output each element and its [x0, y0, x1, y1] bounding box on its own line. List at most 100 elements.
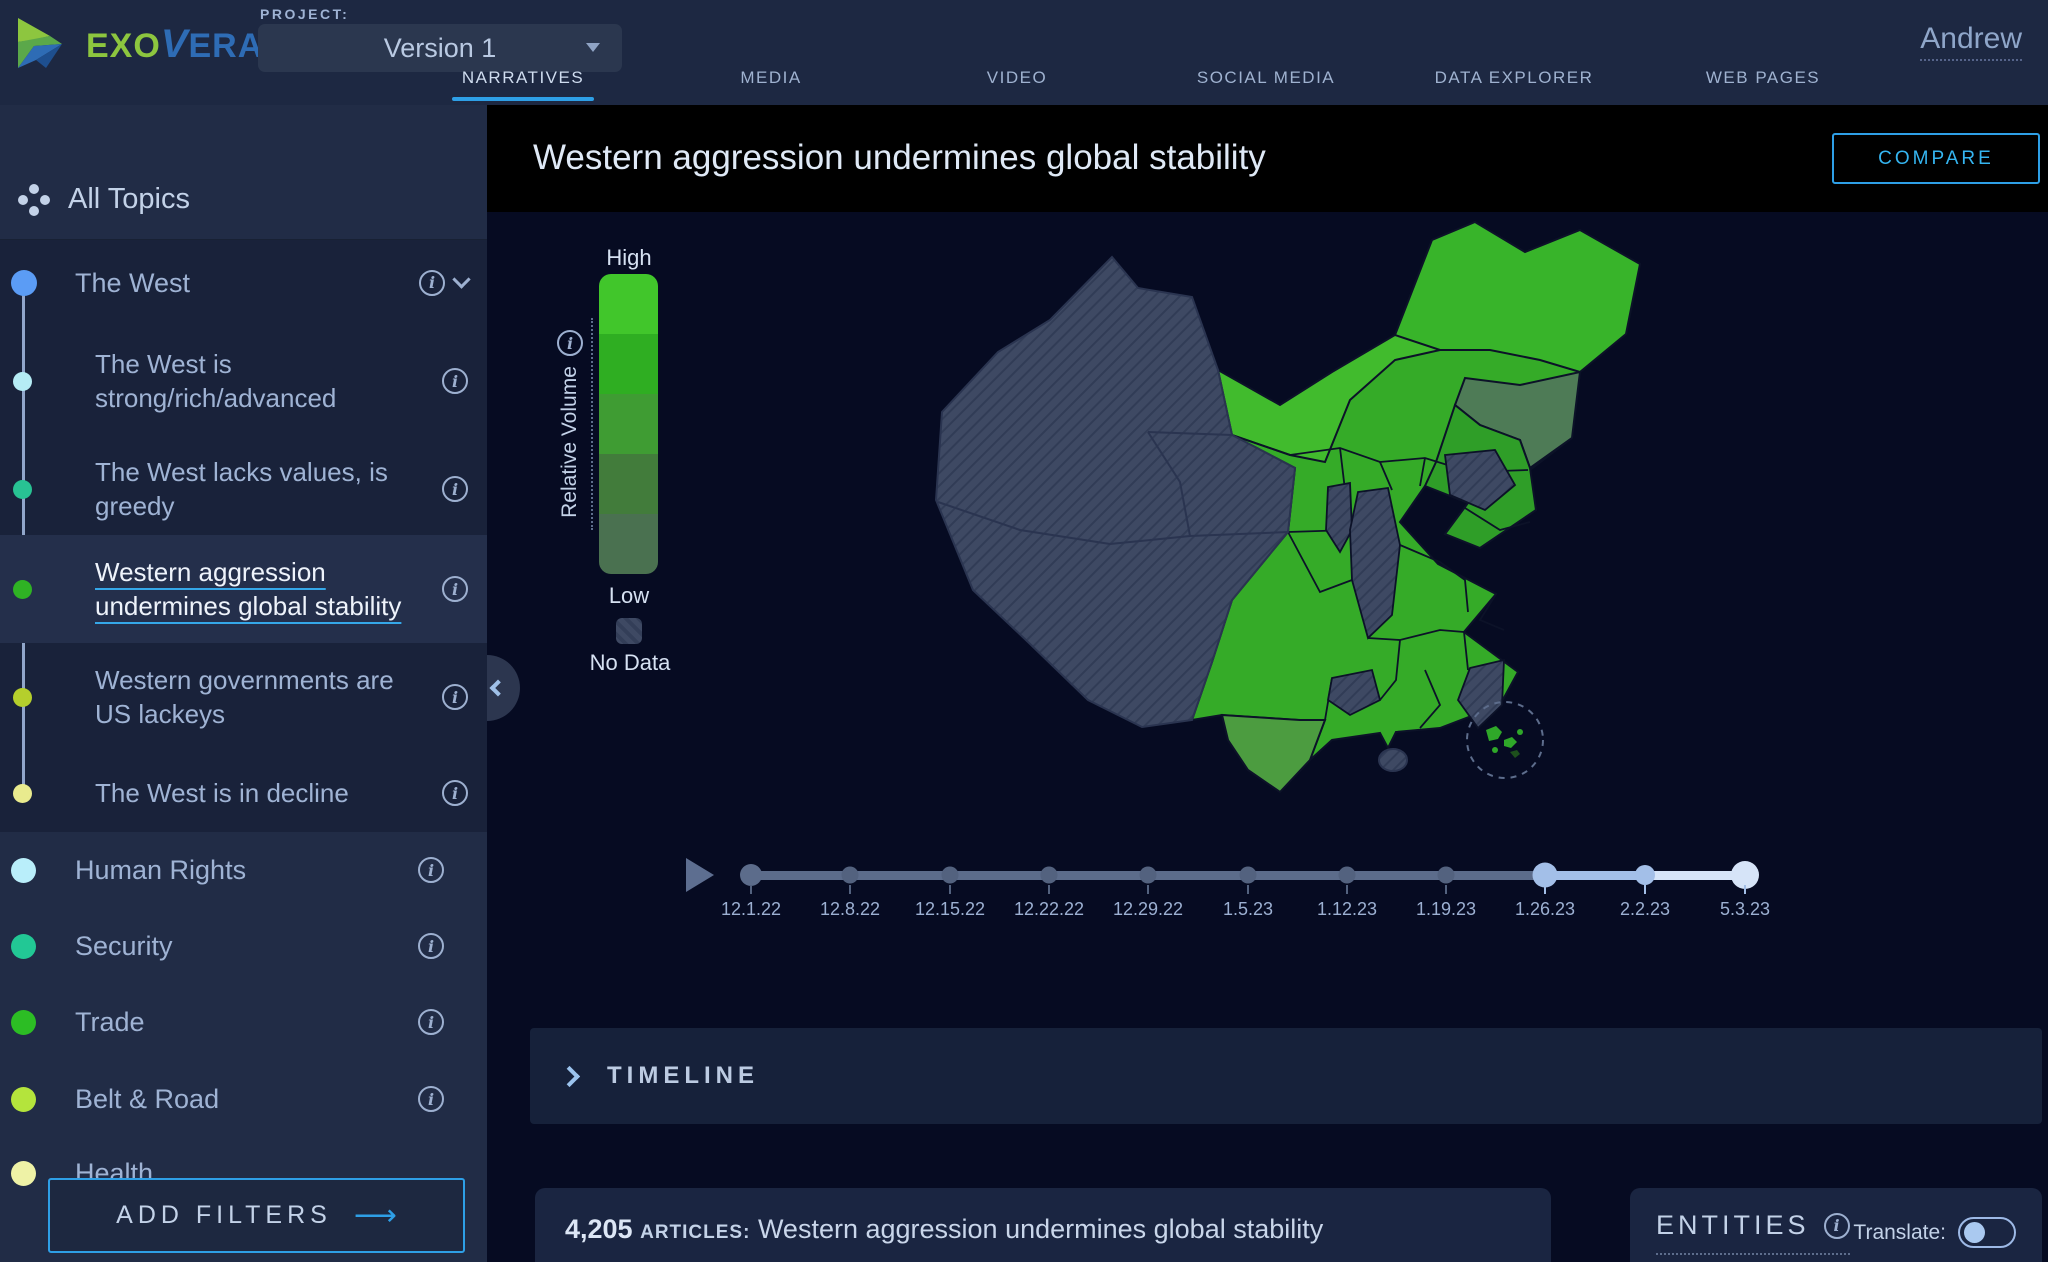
- topic-group-the-west: The West i The West is strong/rich/advan…: [0, 240, 487, 832]
- translate-control: Translate:: [1853, 1217, 2016, 1248]
- west-internal-borders: [937, 431, 1289, 546]
- translate-toggle[interactable]: [1958, 1217, 2016, 1248]
- narrative-title-bar: Western aggression undermines global sta…: [487, 105, 2048, 212]
- active-tab-underline: [452, 97, 594, 101]
- sidebar-item-trade[interactable]: Trade i: [0, 984, 487, 1060]
- all-topics-icon: [18, 183, 50, 216]
- topic-dot: [11, 269, 37, 296]
- topic-dot: [13, 579, 32, 599]
- info-icon[interactable]: i: [442, 684, 468, 710]
- project-dropdown[interactable]: Version 1: [258, 24, 622, 72]
- tab-media[interactable]: MEDIA: [740, 68, 802, 87]
- articles-count: 4,205: [565, 1214, 633, 1244]
- legend-scale-segment: [599, 514, 658, 574]
- sidebar-item-security[interactable]: Security i: [0, 908, 487, 984]
- topic-dot: [13, 479, 32, 499]
- entities-panel: ENTITIES i Translate:: [1630, 1188, 2042, 1262]
- info-icon[interactable]: i: [557, 330, 583, 357]
- legend-scale-segment: [599, 334, 658, 394]
- map-inset-circle: [1466, 701, 1544, 779]
- topic-label: The West is strong/rich/advanced: [95, 349, 337, 413]
- compare-button[interactable]: COMPARE: [1832, 133, 2040, 184]
- topic-dot: [13, 371, 32, 391]
- topic-dot: [11, 1086, 36, 1112]
- topic-dot: [11, 1009, 36, 1035]
- project-dropdown-value: Version 1: [383, 32, 497, 63]
- sidebar-item-western-aggression-selected[interactable]: Western aggression undermines global sta…: [0, 535, 487, 643]
- timeline-track-end[interactable]: [1645, 871, 1745, 880]
- project-label: PROJECT:: [260, 6, 350, 22]
- articles-headline: 4,205 ARTICLES: Western aggression under…: [565, 1214, 1521, 1245]
- articles-date-range: Dec 1, 2022 to Feb 6, 2023: [565, 1259, 1521, 1262]
- legend-no-data-label: No Data: [589, 650, 671, 675]
- timeline-section-label: TIMELINE: [607, 1062, 759, 1089]
- map-region-west-no-data: [934, 255, 1297, 729]
- tab-data-explorer[interactable]: DATA EXPLORER: [1434, 68, 1594, 87]
- main-content: Western aggression undermines global sta…: [487, 105, 2048, 1262]
- topic-label: Belt & Road: [75, 1084, 220, 1114]
- sidebar-item-the-west[interactable]: The West i: [0, 240, 487, 325]
- topic-label: Trade: [75, 1007, 145, 1037]
- legend-no-data-swatch: [616, 618, 642, 644]
- sidebar-item-west-in-decline[interactable]: The West is in decline i: [0, 758, 487, 828]
- info-icon[interactable]: i: [442, 780, 468, 806]
- info-icon[interactable]: i: [418, 857, 444, 883]
- sidebar-item-us-lackeys[interactable]: Western governments are US lackeys i: [0, 648, 487, 746]
- chevron-right-icon: [558, 1065, 581, 1087]
- topic-label: The West lacks values, is greedy: [95, 457, 388, 521]
- add-filters-label: ADD FILTERS: [116, 1201, 332, 1229]
- info-icon[interactable]: i: [418, 1009, 444, 1035]
- sidebar-item-all-topics[interactable]: All Topics: [0, 160, 487, 240]
- tab-video[interactable]: VIDEO: [986, 68, 1048, 87]
- chevron-down-icon[interactable]: [452, 270, 471, 289]
- china-choropleth-map[interactable]: [880, 200, 1690, 815]
- sidebar-item-west-strong[interactable]: The West is strong/rich/advanced i: [0, 332, 487, 430]
- play-button[interactable]: [686, 858, 714, 892]
- legend-scale-segment: [599, 274, 658, 334]
- topic-dot: [11, 1160, 36, 1186]
- map-region-hainan: [1378, 748, 1408, 772]
- articles-title: Western aggression undermines global sta…: [757, 1214, 1324, 1244]
- sidebar-item-west-lacks-values[interactable]: The West lacks values, is greedy i: [0, 440, 487, 538]
- map-region-heilongjiang: [1393, 220, 1642, 374]
- page-title: Western aggression undermines global sta…: [533, 138, 1266, 177]
- dropdown-caret-icon: [586, 43, 600, 52]
- timeline-section-header[interactable]: TIMELINE: [530, 1028, 2042, 1124]
- tab-web-pages[interactable]: WEB PAGES: [1705, 68, 1821, 87]
- info-icon[interactable]: i: [418, 1086, 444, 1112]
- topic-label: Western aggression undermines global sta…: [95, 557, 402, 621]
- user-menu[interactable]: Andrew: [1920, 22, 2022, 61]
- info-icon[interactable]: i: [419, 269, 445, 296]
- topic-label: The West is in decline: [95, 778, 349, 808]
- topic-dot: [11, 933, 36, 959]
- articles-summary-panel: 4,205 ARTICLES: Western aggression under…: [535, 1188, 1551, 1262]
- info-icon[interactable]: i: [442, 576, 468, 602]
- topic-label: Western governments are US lackeys: [95, 665, 394, 729]
- info-icon[interactable]: i: [442, 368, 468, 394]
- logo-mark-icon: [18, 18, 62, 68]
- topic-dot: [13, 783, 32, 803]
- map-inset-islands: [1486, 726, 1523, 758]
- topic-label: The West: [75, 267, 191, 298]
- top-header: EXOVERA PROJECT: Version 1 NARRATIVES ME…: [0, 0, 2048, 105]
- entities-title: ENTITIES i: [1656, 1210, 1850, 1255]
- logo-text: EXOVERA: [86, 21, 264, 66]
- topics-sidebar: All Topics The West i The West is strong…: [0, 105, 487, 1262]
- exovera-logo[interactable]: EXOVERA: [16, 16, 263, 72]
- info-icon[interactable]: i: [418, 933, 444, 959]
- tab-narratives[interactable]: NARRATIVES: [461, 68, 585, 87]
- tab-social-media[interactable]: SOCIAL MEDIA: [1196, 68, 1336, 87]
- all-topics-label: All Topics: [68, 183, 190, 215]
- info-icon[interactable]: i: [442, 476, 468, 502]
- legend-scale-segment: [599, 394, 658, 454]
- topic-dot: [11, 857, 36, 883]
- articles-label: ARTICLES:: [640, 1222, 751, 1243]
- topic-label: Human Rights: [75, 855, 247, 885]
- add-filters-button[interactable]: ADD FILTERS ⟶: [48, 1178, 465, 1253]
- sidebar-item-human-rights[interactable]: Human Rights i: [0, 832, 487, 908]
- timeline-track-highlight[interactable]: [1545, 871, 1645, 880]
- info-icon[interactable]: i: [1823, 1212, 1850, 1239]
- topic-dot: [13, 687, 32, 707]
- sidebar-item-belt-and-road[interactable]: Belt & Road i: [0, 1060, 487, 1138]
